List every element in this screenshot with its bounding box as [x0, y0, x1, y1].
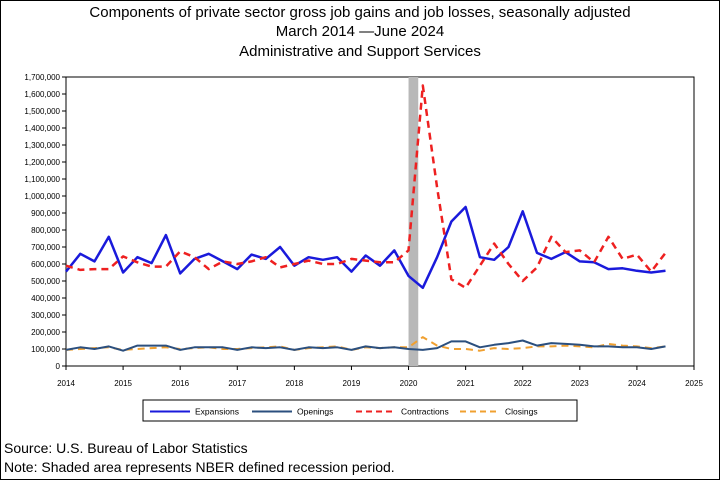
x-tick-label: 2014 — [57, 379, 75, 388]
y-tick-label: 800,000 — [31, 226, 60, 235]
plot-area — [65, 76, 695, 367]
x-tick-label: 2020 — [400, 379, 418, 388]
x-tick-label: 2017 — [228, 379, 246, 388]
legend-label-openings: Openings — [297, 407, 333, 417]
y-tick-label: 100,000 — [31, 345, 60, 354]
x-tick-label: 2015 — [114, 379, 132, 388]
x-tick-label: 2023 — [571, 379, 589, 388]
y-tick-label: 600,000 — [31, 260, 60, 269]
y-tick-label: 1,000,000 — [24, 192, 60, 201]
chart-title: Components of private sector gross job g… — [89, 4, 631, 21]
x-tick-label: 2019 — [343, 379, 361, 388]
x-tick-label: 2024 — [628, 379, 646, 388]
y-tick-label: 1,700,000 — [24, 73, 60, 82]
y-tick-label: 1,400,000 — [24, 124, 60, 133]
y-tick-label: 400,000 — [31, 294, 60, 303]
y-tick-label: 500,000 — [31, 277, 60, 286]
series-line-openings — [65, 339, 666, 352]
series-line-contractions — [65, 84, 667, 290]
x-tick-label: 2022 — [514, 379, 532, 388]
y-tick-label: 0 — [56, 362, 61, 371]
legend-label-closings: Closings — [505, 407, 538, 417]
y-tick-label: 900,000 — [31, 209, 60, 218]
x-tick-label: 2025 — [685, 379, 703, 388]
recession-band — [408, 77, 419, 366]
y-tick-label: 700,000 — [31, 243, 60, 252]
recession-note: Note: Shaded area represents NBER define… — [4, 459, 395, 475]
y-tick-label: 1,100,000 — [24, 175, 60, 184]
chart-industry: Administrative and Support Services — [239, 43, 481, 60]
legend-label-expansions: Expansions — [195, 407, 239, 417]
y-tick-label: 1,600,000 — [24, 90, 60, 99]
x-tick-label: 2021 — [457, 379, 475, 388]
y-tick-label: 1,500,000 — [24, 107, 60, 116]
legend-label-contractions: Contractions — [401, 407, 449, 417]
x-tick-label: 2016 — [171, 379, 189, 388]
y-tick-label: 1,200,000 — [24, 158, 60, 167]
y-tick-label: 1,300,000 — [24, 141, 60, 150]
series-line-expansions — [65, 205, 666, 290]
source-note: Source: U.S. Bureau of Labor Statistics — [4, 440, 248, 456]
chart-date-range: March 2014 —June 2024 — [275, 23, 445, 40]
y-tick-label: 300,000 — [31, 311, 60, 320]
x-tick-label: 2018 — [285, 379, 303, 388]
y-tick-label: 200,000 — [31, 328, 60, 337]
